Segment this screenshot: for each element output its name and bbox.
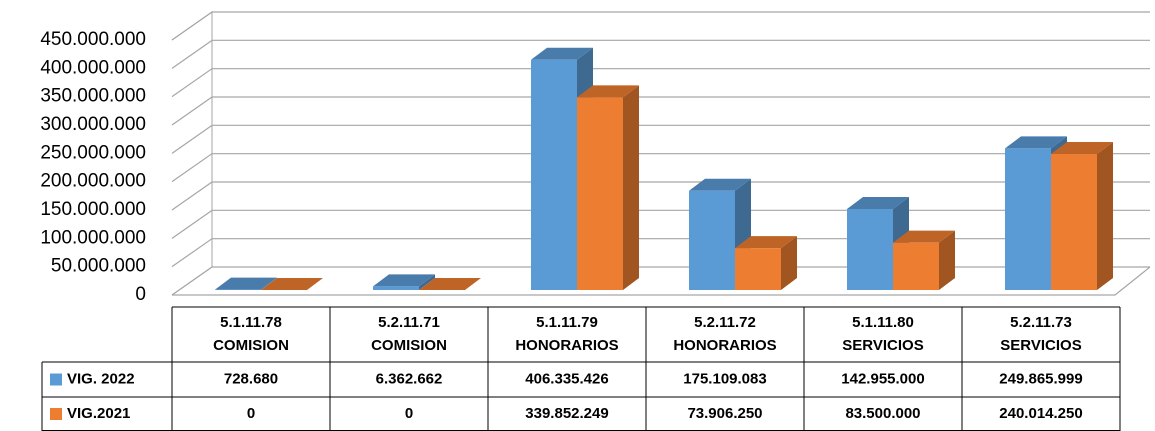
legend-swatch xyxy=(50,408,62,420)
y-tick-label: 250.000.000 xyxy=(40,142,146,163)
y-tick-label: 150.000.000 xyxy=(40,199,146,220)
bar xyxy=(735,248,781,290)
grid-line xyxy=(171,124,1150,154)
bar xyxy=(689,190,735,290)
y-tick-label: 0 xyxy=(135,284,146,305)
bar-top xyxy=(893,230,955,243)
value-label: 240.014.250 xyxy=(999,405,1082,422)
category-label: 5.2.11.73 xyxy=(1010,314,1072,331)
bar-top xyxy=(215,277,277,290)
bar-side xyxy=(419,274,435,290)
bar-side xyxy=(1097,141,1113,290)
category-label: COMISION xyxy=(371,337,447,354)
bar xyxy=(1051,153,1097,290)
grid-line xyxy=(171,68,1150,98)
bar-top xyxy=(1005,136,1067,149)
bar-side xyxy=(939,230,955,290)
legend-label: VIG. 2022 xyxy=(67,370,135,387)
category-label: HONORARIOS xyxy=(515,337,618,354)
value-label: 406.335.426 xyxy=(525,370,608,387)
category-label: 5.1.11.80 xyxy=(852,314,914,331)
grid-line xyxy=(171,238,1150,268)
bar-top xyxy=(689,178,751,191)
floor xyxy=(172,266,1151,296)
bar-side xyxy=(781,236,797,290)
value-label: 0 xyxy=(405,405,413,422)
category-label: 5.2.11.72 xyxy=(694,314,756,331)
grid-line xyxy=(171,153,1150,183)
grid-line xyxy=(171,96,1150,126)
value-label: 73.906.250 xyxy=(687,405,762,422)
bar xyxy=(373,286,419,290)
category-label: HONORARIOS xyxy=(673,337,776,354)
value-label: 83.500.000 xyxy=(845,405,920,422)
y-tick-label: 350.000.000 xyxy=(40,86,146,107)
bar xyxy=(893,242,939,290)
bar-side xyxy=(623,85,639,291)
value-label: 339.852.249 xyxy=(525,405,608,422)
value-label: 175.109.083 xyxy=(683,370,766,387)
bar xyxy=(847,208,893,290)
grid-line xyxy=(171,11,1150,41)
bar xyxy=(1005,148,1051,290)
y-tick-label: 200.000.000 xyxy=(40,171,146,192)
y-tick-label: 450.000.000 xyxy=(40,29,146,50)
grid-line xyxy=(171,39,1150,69)
category-label: 5.1.11.78 xyxy=(220,314,282,331)
category-label: 5.1.11.79 xyxy=(536,314,598,331)
bar-side xyxy=(261,277,277,290)
value-label: 0 xyxy=(247,405,255,422)
value-label: 249.865.999 xyxy=(999,370,1082,387)
bar-top xyxy=(419,278,481,290)
grid-line xyxy=(171,181,1150,211)
bar-top xyxy=(577,85,639,98)
category-label: SERVICIOS xyxy=(842,337,923,354)
category-label: SERVICIOS xyxy=(1000,337,1081,354)
bar-top xyxy=(735,236,797,249)
bar xyxy=(577,97,623,291)
grid-line xyxy=(171,266,1150,296)
legend-label: VIG.2021 xyxy=(67,405,130,422)
category-label: 5.2.11.71 xyxy=(378,314,440,331)
bar-top xyxy=(261,278,323,290)
y-tick-label: 50.000.000 xyxy=(51,256,146,277)
bar-top xyxy=(1051,141,1113,154)
bar-top xyxy=(847,196,909,209)
y-tick-label: 100.000.000 xyxy=(40,227,146,248)
grid-line xyxy=(171,209,1150,239)
category-label: COMISION xyxy=(213,337,289,354)
y-tick-label: 400.000.000 xyxy=(40,57,146,78)
bar-top xyxy=(373,274,435,287)
bar-top xyxy=(531,47,593,60)
y-tick-label: 300.000.000 xyxy=(40,114,146,135)
bar xyxy=(531,59,577,291)
value-label: 142.955.000 xyxy=(841,370,924,387)
legend-swatch xyxy=(50,373,62,386)
value-label: 6.362.662 xyxy=(376,370,443,387)
value-label: 728.680 xyxy=(224,370,278,387)
